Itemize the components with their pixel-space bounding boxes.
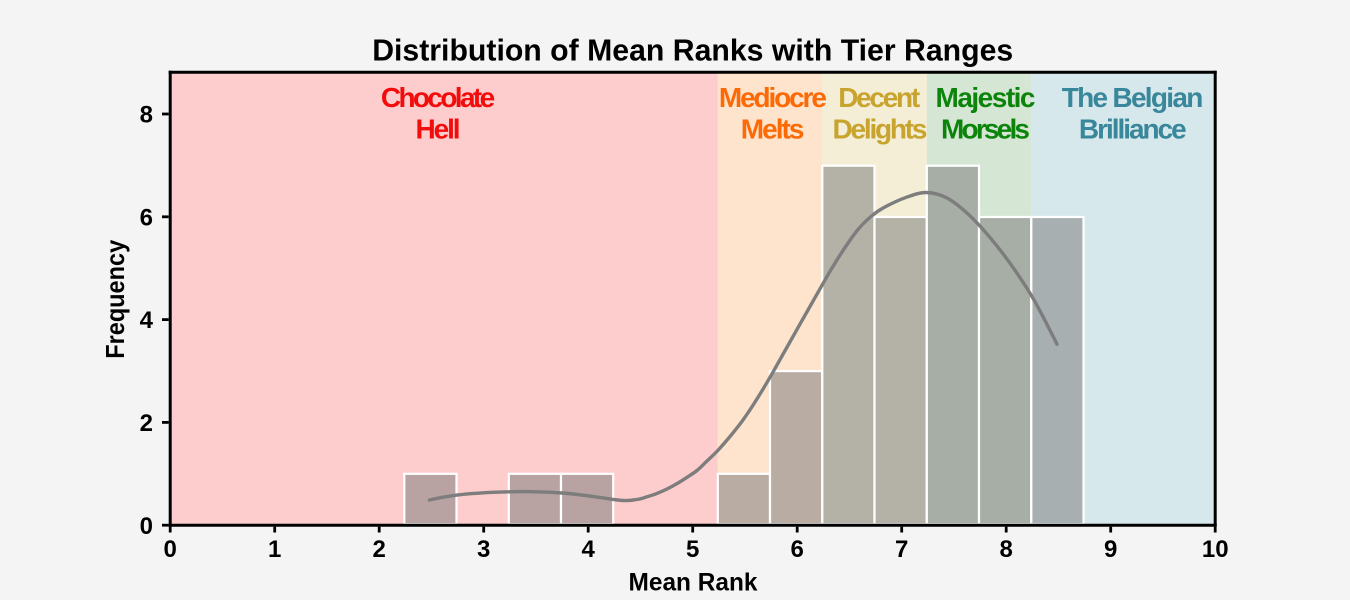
svg-text:Chocolate: Chocolate <box>381 82 495 113</box>
svg-text:4: 4 <box>582 536 596 563</box>
svg-text:2: 2 <box>140 410 153 437</box>
svg-text:0: 0 <box>164 536 177 563</box>
svg-text:Delights: Delights <box>833 113 928 144</box>
svg-text:Hell: Hell <box>416 113 461 144</box>
svg-text:3: 3 <box>477 536 490 563</box>
svg-text:Frequency: Frequency <box>100 239 130 358</box>
svg-text:7: 7 <box>895 536 908 563</box>
svg-text:Distribution of Mean Ranks wit: Distribution of Mean Ranks with Tier Ran… <box>372 33 1013 68</box>
svg-text:5: 5 <box>686 536 699 563</box>
svg-text:9: 9 <box>1104 536 1117 563</box>
svg-text:10: 10 <box>1202 536 1229 563</box>
svg-text:Brilliance: Brilliance <box>1079 113 1187 144</box>
svg-text:4: 4 <box>140 307 154 334</box>
svg-text:Morsels: Morsels <box>941 113 1030 144</box>
svg-text:8: 8 <box>140 102 153 129</box>
svg-text:Decent: Decent <box>838 82 920 113</box>
svg-text:0: 0 <box>140 513 153 540</box>
svg-text:Melts: Melts <box>741 113 805 144</box>
svg-text:1: 1 <box>268 536 281 563</box>
svg-text:Mediocre: Mediocre <box>719 82 827 113</box>
svg-text:6: 6 <box>791 536 804 563</box>
svg-text:8: 8 <box>1000 536 1013 563</box>
svg-text:2: 2 <box>373 536 386 563</box>
svg-text:Mean Rank: Mean Rank <box>629 568 758 596</box>
svg-text:The Belgian: The Belgian <box>1062 82 1204 113</box>
svg-text:6: 6 <box>140 204 153 231</box>
svg-text:Majestic: Majestic <box>936 82 1036 113</box>
